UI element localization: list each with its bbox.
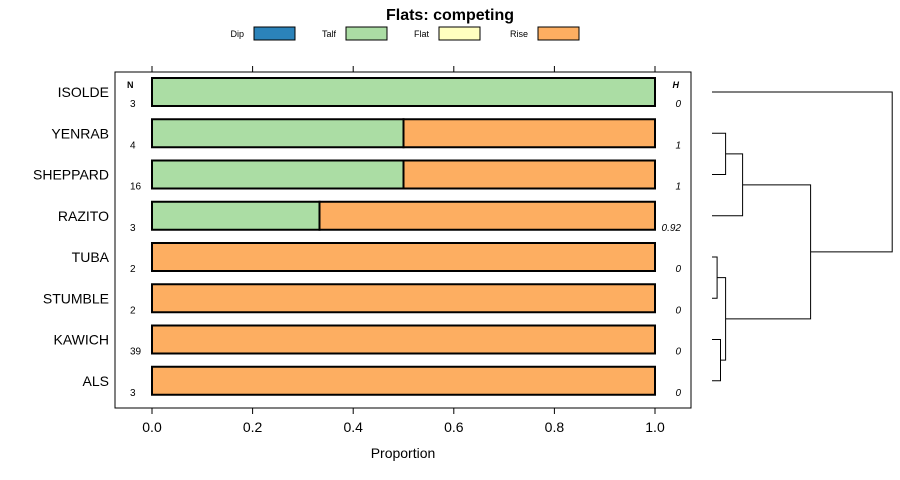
dendrogram-branch [717, 277, 727, 361]
dendrogram-branch [712, 339, 721, 382]
row-label-yenrab: YENRAB [51, 125, 109, 141]
n-value-kawich: 39 [130, 347, 142, 358]
dendrogram-branch [712, 91, 893, 253]
h-value-sheppard: 1 [675, 182, 681, 193]
n-value-isolde: 3 [130, 99, 136, 110]
x-tick-label: 0.8 [545, 419, 565, 435]
h-header: H [673, 80, 680, 90]
bar-talf-razito [151, 200, 321, 231]
x-axis-label: Proportion [371, 445, 436, 461]
bar-rise-razito [318, 200, 656, 231]
bar-talf-isolde [151, 77, 656, 107]
x-tick-label: 0.6 [444, 419, 464, 435]
h-value-stumble: 0 [675, 305, 681, 316]
row-label-tuba: TUBA [72, 249, 110, 265]
h-value-als: 0 [675, 388, 681, 399]
legend-swatch-flat [438, 26, 481, 41]
legend-swatch-talf [345, 26, 388, 41]
row-label-razito: RAZITO [58, 208, 109, 224]
legend: Dip Talf Flat Rise [230, 26, 580, 41]
plot-frame [114, 71, 692, 409]
dendrogram-branch [725, 184, 812, 320]
h-value-tuba: 0 [675, 264, 681, 275]
legend-label-dip: Dip [230, 29, 244, 39]
bar-rise-kawich [151, 324, 656, 355]
dendrogram-branch [712, 153, 744, 217]
row-label-isolde: ISOLDE [58, 84, 109, 100]
bars [151, 77, 656, 396]
x-tick-label: 0.0 [142, 419, 162, 435]
bar-rise-stumble [151, 283, 656, 314]
x-tick-label: 1.0 [645, 419, 665, 435]
x-tick-label: 0.4 [343, 419, 363, 435]
h-value-isolde: 0 [675, 99, 681, 110]
row-label-stumble: STUMBLE [43, 290, 109, 306]
h-value-kawich: 0 [675, 347, 681, 358]
n-header: N [127, 80, 134, 90]
h-value-yenrab: 1 [675, 140, 681, 151]
x-tick-label: 0.2 [243, 419, 263, 435]
n-value-als: 3 [130, 388, 136, 399]
bar-rise-yenrab [402, 118, 656, 149]
chart-title: Flats: competing [386, 7, 514, 24]
bar-rise-tuba [151, 242, 656, 272]
dendrogram-branch [712, 132, 727, 175]
bar-rise-als [151, 365, 656, 396]
bar-talf-yenrab [151, 118, 405, 149]
row-labels: ISOLDE 3 0 YENRAB 4 1 SHEPPARD 16 1 RAZITO 3 0.92 TU… [33, 84, 681, 399]
row-label-sheppard: SHEPPARD [33, 167, 109, 183]
row-label-kawich: KAWICH [54, 332, 109, 348]
n-value-yenrab: 4 [130, 140, 136, 151]
legend-swatch-rise [537, 26, 580, 41]
dendrogram-branch [712, 256, 718, 299]
h-value-razito: 0.92 [662, 223, 682, 234]
legend-label-talf: Talf [322, 29, 337, 39]
n-value-razito: 3 [130, 223, 136, 234]
legend-label-flat: Flat [414, 29, 430, 39]
row-label-als: ALS [83, 373, 109, 389]
legend-swatch-dip [253, 26, 296, 41]
n-value-tuba: 2 [130, 264, 136, 275]
n-value-sheppard: 16 [130, 182, 142, 193]
bar-talf-sheppard [151, 159, 405, 190]
bar-rise-sheppard [402, 159, 656, 190]
dendrogram [712, 91, 893, 382]
x-axis: 0.0 0.2 0.4 0.6 0.8 1.0 [142, 66, 665, 435]
legend-label-rise: Rise [510, 29, 528, 39]
n-value-stumble: 2 [130, 305, 136, 316]
